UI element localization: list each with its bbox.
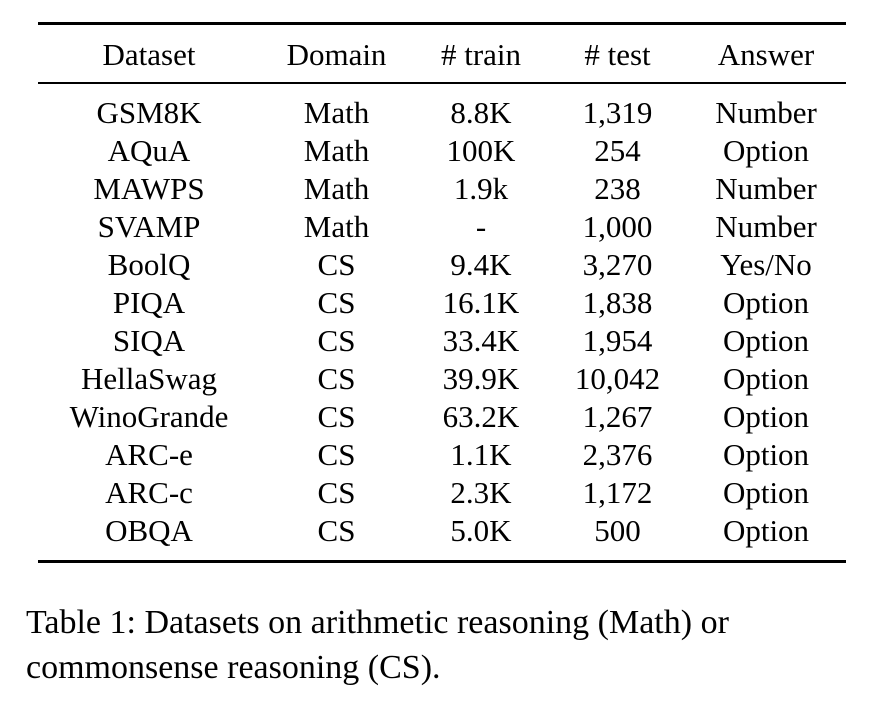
cell-answer: Option: [722, 513, 810, 548]
cell-domain: CS: [317, 437, 356, 472]
cell-train: 2.3K: [450, 475, 512, 510]
cell-answer: Option: [722, 285, 810, 320]
cell-dataset: SIQA: [112, 323, 186, 358]
cell-train: 16.1K: [442, 285, 520, 320]
cell-dataset: OBQA: [105, 513, 193, 548]
cell-test: 1,954: [582, 323, 653, 358]
cell-test: 1,000: [582, 209, 653, 244]
table-header-row: Dataset Domain # train # test Answer: [38, 36, 846, 74]
cell-dataset: SVAMP: [97, 209, 201, 244]
table-row: WinoGrande CS 63.2K 1,267 Option: [38, 398, 846, 436]
cell-train: 33.4K: [442, 323, 520, 358]
table-row: SIQA CS 33.4K 1,954 Option: [38, 322, 846, 360]
cell-domain: CS: [317, 361, 356, 396]
cell-train: 5.0K: [450, 513, 512, 548]
cell-train: 9.4K: [450, 247, 512, 282]
cell-domain: Math: [303, 171, 370, 206]
cell-domain: CS: [317, 513, 356, 548]
cell-test: 3,270: [582, 247, 653, 282]
header-train: # train: [440, 37, 522, 72]
cell-domain: Math: [303, 95, 370, 130]
cell-test: 500: [594, 513, 641, 548]
table-row: PIQA CS 16.1K 1,838 Option: [38, 284, 846, 322]
table-row: HellaSwag CS 39.9K 10,042 Option: [38, 360, 846, 398]
cell-answer: Option: [722, 437, 810, 472]
cell-answer: Option: [722, 133, 810, 168]
cell-train: 63.2K: [442, 399, 520, 434]
cell-train: 100K: [446, 133, 516, 168]
cell-domain: CS: [317, 285, 356, 320]
table-row: ARC-e CS 1.1K 2,376 Option: [38, 436, 846, 474]
cell-train: 39.9K: [442, 361, 520, 396]
cell-answer: Option: [722, 399, 810, 434]
cell-domain: Math: [303, 209, 370, 244]
cell-answer: Option: [722, 361, 810, 396]
cell-dataset: ARC-c: [105, 475, 193, 510]
header-answer: Answer: [717, 37, 815, 72]
header-dataset: Dataset: [102, 37, 196, 72]
table-row: SVAMP Math - 1,000 Number: [38, 208, 846, 246]
cell-dataset: ARC-e: [105, 437, 193, 472]
cell-train: -: [475, 209, 487, 244]
cell-test: 1,838: [582, 285, 653, 320]
cell-test: 238: [594, 171, 641, 206]
cell-domain: CS: [317, 323, 356, 358]
table-row: GSM8K Math 8.8K 1,319 Number: [38, 94, 846, 132]
cell-dataset: GSM8K: [96, 95, 202, 130]
cell-answer: Option: [722, 323, 810, 358]
table-row: OBQA CS 5.0K 500 Option: [38, 512, 846, 550]
table-row: AQuA Math 100K 254 Option: [38, 132, 846, 170]
table-top-rule: [38, 22, 846, 25]
cell-dataset: AQuA: [107, 133, 191, 168]
cell-domain: CS: [317, 399, 356, 434]
header-domain: Domain: [286, 37, 387, 72]
cell-train: 8.8K: [450, 95, 512, 130]
cell-answer: Number: [715, 209, 817, 244]
cell-answer: Number: [715, 95, 817, 130]
table-bottom-rule: [38, 560, 846, 563]
header-test: # test: [584, 37, 651, 72]
cell-domain: Math: [303, 133, 370, 168]
cell-answer: Yes/No: [720, 247, 812, 282]
cell-domain: CS: [317, 247, 356, 282]
cell-test: 10,042: [574, 361, 661, 396]
cell-answer: Option: [722, 475, 810, 510]
cell-test: 2,376: [582, 437, 653, 472]
table-header-rule: [38, 82, 846, 84]
cell-dataset: BoolQ: [107, 247, 191, 282]
cell-test: 254: [594, 133, 641, 168]
cell-dataset: MAWPS: [93, 171, 205, 206]
cell-test: 1,172: [582, 475, 653, 510]
cell-test: 1,319: [582, 95, 653, 130]
cell-domain: CS: [317, 475, 356, 510]
caption-line-1: Table 1: Datasets on arithmetic reasonin…: [26, 604, 729, 641]
cell-train: 1.1K: [450, 437, 512, 472]
table-row: MAWPS Math 1.9k 238 Number: [38, 170, 846, 208]
table-row: BoolQ CS 9.4K 3,270 Yes/No: [38, 246, 846, 284]
cell-train: 1.9k: [453, 171, 509, 206]
cell-dataset: PIQA: [112, 285, 186, 320]
cell-test: 1,267: [582, 399, 653, 434]
cell-answer: Number: [715, 171, 817, 206]
table-row: ARC-c CS 2.3K 1,172 Option: [38, 474, 846, 512]
caption-line-2: commonsense reasoning (CS).: [26, 649, 441, 686]
cell-dataset: HellaSwag: [80, 361, 218, 396]
table-caption: Table 1: Datasets on arithmetic reasonin…: [26, 600, 866, 690]
cell-dataset: WinoGrande: [69, 399, 229, 434]
